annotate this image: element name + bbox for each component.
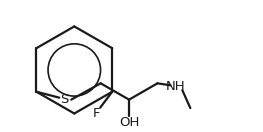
Text: F: F xyxy=(93,107,100,120)
Text: OH: OH xyxy=(119,116,139,129)
Text: S: S xyxy=(60,93,68,106)
Text: NH: NH xyxy=(166,80,185,93)
